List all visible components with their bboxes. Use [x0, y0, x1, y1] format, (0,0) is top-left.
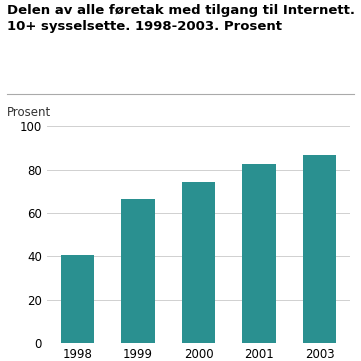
Bar — [121, 199, 155, 343]
Bar — [182, 182, 215, 343]
Text: Prosent: Prosent — [7, 106, 52, 119]
Bar — [303, 155, 336, 343]
Text: Delen av alle føretak med tilgang til Internett.
10+ sysselsette. 1998-2003. Pro: Delen av alle føretak med tilgang til In… — [7, 4, 355, 32]
Bar — [243, 164, 276, 343]
Bar — [61, 255, 94, 343]
